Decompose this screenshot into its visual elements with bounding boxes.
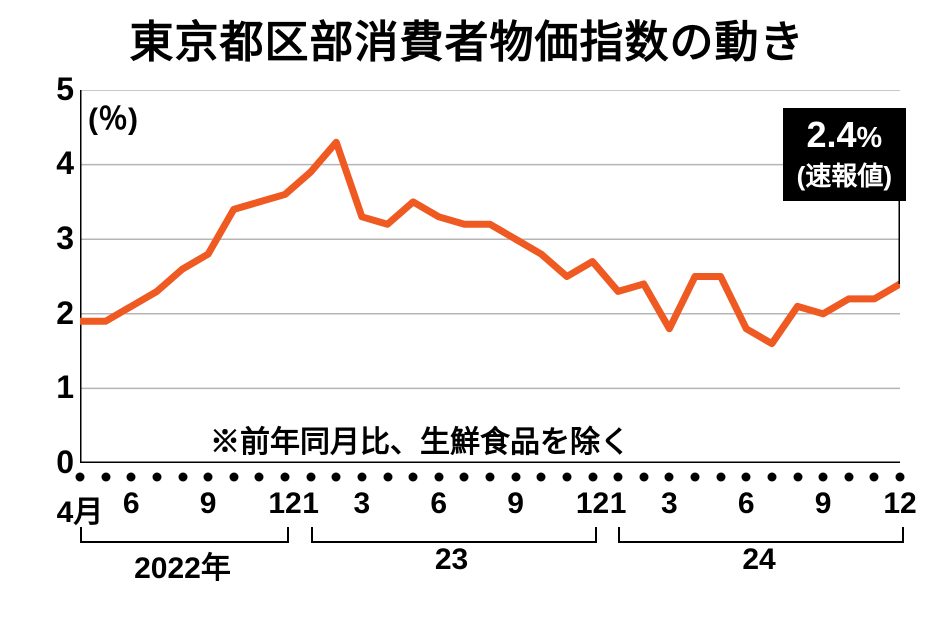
x-tick-label: 6: [123, 487, 140, 521]
y-tick-label: 5: [34, 71, 74, 108]
x-tick-dot: [716, 473, 725, 482]
x-tick-dot: [357, 473, 366, 482]
plot-area: [80, 90, 900, 463]
x-tick-dot: [101, 473, 110, 482]
y-tick-label: 3: [34, 220, 74, 257]
year-bracket: [80, 527, 289, 543]
x-tick-label: 4月: [57, 487, 104, 531]
x-tick-label: 9: [815, 487, 832, 521]
x-tick-label: 12: [268, 487, 301, 521]
x-tick-dot: [562, 473, 571, 482]
callout-sub: (速報値): [797, 156, 892, 193]
x-tick-dot: [639, 473, 648, 482]
x-tick-dot: [409, 473, 418, 482]
x-tick-dot: [767, 473, 776, 482]
x-tick-dot: [229, 473, 238, 482]
x-tick-label: 9: [507, 487, 524, 521]
y-tick-label: 1: [34, 369, 74, 406]
chart-container: 東京都区部消費者物価指数の動き (％) ※前年同月比、生鮮食品を除く 2.4% …: [0, 0, 934, 618]
x-tick-dot: [178, 473, 187, 482]
x-tick-label: 9: [200, 487, 217, 521]
x-tick-dot: [614, 473, 623, 482]
x-tick-dot: [896, 473, 905, 482]
y-tick-label: 0: [34, 444, 74, 481]
x-tick-dot: [281, 473, 290, 482]
x-tick-dot: [306, 473, 315, 482]
x-tick-dot: [665, 473, 674, 482]
x-tick-label: 1: [302, 487, 319, 521]
x-tick-dot: [819, 473, 828, 482]
y-unit-label: (％): [88, 94, 138, 138]
year-bracket: [618, 527, 904, 543]
x-tick-dot: [844, 473, 853, 482]
x-tick-dot: [793, 473, 802, 482]
x-tick-label: 12: [576, 487, 609, 521]
x-tick-dot: [870, 473, 879, 482]
x-tick-dot: [255, 473, 264, 482]
x-tick-label: 6: [430, 487, 447, 521]
x-tick-label: 12: [883, 487, 916, 521]
latest-value-callout: 2.4% (速報値): [783, 108, 906, 201]
x-tick-dot: [691, 473, 700, 482]
percent-sign: %: [857, 122, 883, 154]
x-tick-dot: [588, 473, 597, 482]
x-tick-dot: [434, 473, 443, 482]
footnote: ※前年同月比、生鮮食品を除く: [210, 417, 630, 461]
x-tick-dot: [152, 473, 161, 482]
x-tick-dot: [511, 473, 520, 482]
year-bracket: [311, 527, 597, 543]
x-tick-label: 1: [610, 487, 627, 521]
x-tick-dot: [460, 473, 469, 482]
x-tick-dot: [742, 473, 751, 482]
x-tick-dot: [127, 473, 136, 482]
callout-value: 2.4: [807, 114, 857, 155]
chart-title: 東京都区部消費者物価指数の動き: [0, 6, 934, 70]
year-label: 24: [618, 543, 900, 577]
year-label: 23: [311, 543, 593, 577]
x-tick-dot: [486, 473, 495, 482]
year-label: 2022年: [80, 543, 285, 587]
x-tick-label: 3: [661, 487, 678, 521]
x-tick-dot: [332, 473, 341, 482]
x-tick-dot: [76, 473, 85, 482]
y-tick-label: 2: [34, 295, 74, 332]
x-tick-label: 6: [738, 487, 755, 521]
callout-line1: 2.4%: [797, 114, 892, 156]
x-tick-dot: [383, 473, 392, 482]
x-tick-label: 3: [354, 487, 371, 521]
x-tick-dot: [537, 473, 546, 482]
y-tick-label: 4: [34, 145, 74, 182]
x-tick-dot: [204, 473, 213, 482]
